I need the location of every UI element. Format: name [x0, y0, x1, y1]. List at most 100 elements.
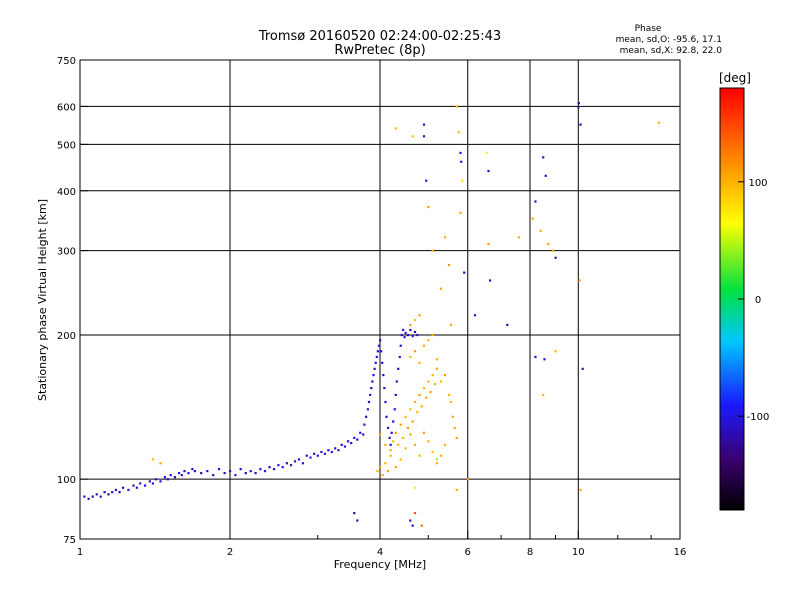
x-mode-point [397, 443, 400, 446]
x-mode-point [420, 524, 423, 527]
o-mode-point [390, 431, 393, 434]
o-mode-point [375, 355, 378, 359]
phase-summary-title: Phase [635, 24, 662, 34]
x-mode-point [435, 458, 438, 461]
o-mode-point [163, 476, 167, 479]
x-mode-point [418, 361, 421, 364]
x-mode-point [427, 440, 430, 443]
x-mode-point [399, 458, 402, 461]
x-mode-point [384, 462, 387, 465]
x-mode-point [443, 373, 447, 377]
o-mode-point [581, 367, 584, 370]
x-tick-label: 2 [227, 547, 233, 558]
o-mode-point [353, 436, 356, 439]
x-mode-point [413, 511, 417, 515]
o-mode-point [380, 350, 383, 353]
o-mode-point [254, 472, 257, 475]
phase-summary-o-mode: mean, sd,O: -95.6, 17.1 [616, 35, 722, 45]
o-mode-point [249, 469, 252, 473]
o-mode-point [373, 367, 376, 370]
o-mode-point [403, 336, 406, 339]
o-mode-point [413, 330, 417, 334]
o-mode-point [425, 179, 428, 182]
o-mode-point [289, 464, 293, 467]
o-mode-point [122, 486, 125, 489]
x-mode-point [427, 339, 430, 342]
o-mode-point [263, 469, 267, 473]
o-mode-point [369, 393, 372, 397]
o-mode-point [372, 373, 375, 377]
y-tick-label: 300 [57, 247, 76, 258]
x-mode-point [422, 386, 426, 390]
o-mode-point [169, 474, 172, 477]
o-mode-point [460, 160, 463, 163]
o-mode-point [183, 469, 186, 473]
x-mode-point [404, 447, 407, 450]
x-mode-point [404, 415, 407, 418]
x-mode-point [409, 323, 412, 327]
o-mode-point [416, 333, 419, 337]
o-mode-point [200, 472, 203, 475]
colorbar-label: [deg] [719, 71, 751, 85]
x-mode-point [399, 423, 402, 426]
x-mode-point [531, 217, 534, 220]
x-mode-point [425, 396, 428, 399]
o-mode-point [305, 454, 308, 457]
o-mode-point [277, 464, 280, 467]
o-mode-point [193, 469, 197, 473]
x-mode-point [459, 211, 462, 214]
o-mode-point [83, 495, 86, 498]
x-mode-point [431, 450, 434, 454]
o-mode-point [394, 393, 397, 397]
o-mode-point [379, 339, 382, 342]
x-mode-point [418, 454, 421, 457]
x-mode-point [409, 433, 412, 436]
o-mode-point [177, 472, 181, 475]
o-mode-point [107, 493, 110, 496]
y-tick-label: 100 [57, 475, 76, 486]
o-mode-point [166, 478, 169, 481]
o-mode-point [399, 344, 402, 347]
o-mode-point [377, 344, 381, 347]
x-mode-point [447, 393, 451, 397]
o-mode-point [506, 323, 509, 327]
o-mode-point [127, 488, 130, 492]
o-mode-point [337, 449, 340, 452]
o-mode-point [411, 524, 414, 527]
x-mode-point [411, 420, 414, 423]
o-mode-point [206, 469, 209, 473]
x-mode-point [449, 400, 453, 404]
o-mode-point [346, 440, 350, 443]
o-mode-point [350, 441, 353, 445]
o-mode-point [212, 474, 215, 477]
y-axis-label: Stationary phase Virtual Height [km] [36, 199, 49, 401]
x-mode-point [433, 382, 436, 386]
o-mode-point [398, 355, 401, 359]
x-tick-label: 16 [674, 547, 687, 558]
o-mode-point [259, 468, 262, 471]
x-mode-point [418, 393, 421, 397]
y-tick-labels: 75 100 200 300 400 500 600 750 [57, 56, 76, 546]
o-mode-point [327, 449, 330, 452]
o-mode-point [381, 361, 384, 364]
o-mode-point [151, 482, 155, 485]
o-mode-point [340, 443, 343, 446]
x-mode-point [409, 408, 412, 411]
x-mode-point [439, 454, 443, 457]
o-mode-point [459, 151, 462, 155]
o-mode-point [489, 279, 492, 282]
o-mode-point [402, 328, 405, 332]
x-mode-point [389, 449, 392, 452]
y-tick-label: 750 [57, 56, 76, 67]
o-mode-point [191, 468, 194, 471]
x-axis-label: Frequency [MHz] [334, 558, 426, 571]
o-mode-point [330, 450, 333, 454]
o-mode-point [389, 443, 392, 446]
o-mode-point [316, 454, 319, 457]
o-mode-point [229, 469, 232, 473]
x-mode-point [657, 121, 660, 124]
grid-lines [80, 60, 680, 539]
o-mode-point [180, 474, 183, 477]
x-mode-point [431, 249, 434, 252]
